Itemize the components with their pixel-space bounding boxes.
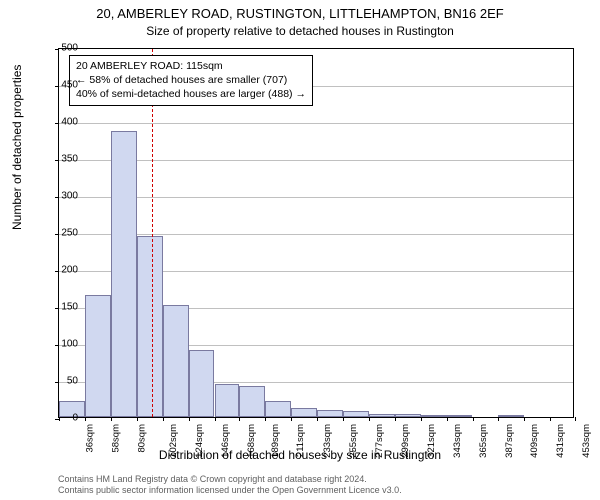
x-tick-label: 277sqm [374,424,385,458]
y-tick-label: 250 [38,228,78,239]
x-tick-label: 321sqm [426,424,437,458]
x-tick-label: 211sqm [295,424,306,457]
histogram-bar [239,386,265,417]
chart-subtitle: Size of property relative to detached ho… [0,22,600,38]
x-tick-label: 36sqm [85,424,96,453]
x-tick-label: 343sqm [451,424,462,458]
x-tick-label: 102sqm [168,424,179,458]
x-tick-label: 233sqm [322,424,333,458]
x-tick-label: 255sqm [348,424,359,458]
annotation-box: 20 AMBERLEY ROAD: 115sqm← 58% of detache… [69,55,313,106]
x-tick-label: 431sqm [555,424,566,458]
footer-attribution: Contains HM Land Registry data © Crown c… [58,474,402,497]
y-tick-label: 450 [38,80,78,91]
x-tick-label: 189sqm [270,424,281,458]
x-tick-label: 299sqm [400,424,411,458]
y-tick-label: 50 [38,376,78,387]
chart-title: 20, AMBERLEY ROAD, RUSTINGTON, LITTLEHAM… [0,0,600,22]
x-tick-label: 365sqm [477,424,488,458]
y-tick-label: 300 [38,191,78,202]
footer-line-2: Contains public sector information licen… [58,485,402,496]
histogram-bar [137,236,163,417]
histogram-bar [317,410,343,417]
y-tick-label: 500 [38,43,78,54]
histogram-bar [85,295,111,417]
x-tick-label: 80sqm [136,424,147,453]
histogram-bar [291,408,317,417]
histogram-bar [369,414,395,417]
chart-container: 20, AMBERLEY ROAD, RUSTINGTON, LITTLEHAM… [0,0,600,500]
x-tick-label: 387sqm [503,424,514,458]
y-tick-label: 150 [38,302,78,313]
histogram-bar [163,305,189,417]
histogram-bar [447,415,473,417]
plot-area: 20 AMBERLEY ROAD: 115sqm← 58% of detache… [58,48,574,418]
y-tick-label: 200 [38,265,78,276]
footer-line-1: Contains HM Land Registry data © Crown c… [58,474,402,485]
histogram-bar [189,350,215,417]
x-tick-label: 409sqm [529,424,540,458]
histogram-bar [265,401,291,417]
y-tick-label: 400 [38,117,78,128]
annotation-line: 20 AMBERLEY ROAD: 115sqm [76,59,306,73]
x-tick-label: 58sqm [110,424,121,453]
histogram-bar [421,415,447,417]
x-tick-label: 168sqm [245,424,256,458]
annotation-line: 40% of semi-detached houses are larger (… [76,87,306,101]
chart-inner: 20 AMBERLEY ROAD: 115sqm← 58% of detache… [58,48,574,418]
histogram-bar [343,411,369,417]
y-tick-label: 350 [38,154,78,165]
x-tick-label: 453sqm [581,424,592,458]
y-axis-label: Number of detached properties [10,65,24,230]
annotation-line: ← 58% of detached houses are smaller (70… [76,73,306,87]
x-tick-label: 124sqm [193,424,204,458]
histogram-bar [215,384,240,417]
x-tick-label: 146sqm [219,424,230,458]
histogram-bar [111,131,137,417]
histogram-bar [498,415,524,417]
y-tick-label: 100 [38,339,78,350]
y-tick-label: 0 [38,413,78,424]
histogram-bar [395,414,421,417]
